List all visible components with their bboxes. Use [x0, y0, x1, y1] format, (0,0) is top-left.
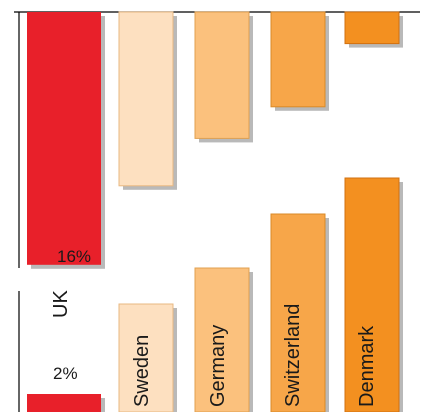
top-bar-germany [194, 11, 250, 139]
category-label-sweden: Sweden [131, 335, 153, 407]
category-label-switzerland: Switzerland [282, 304, 304, 407]
bottom-value-label-uk: 2% [53, 364, 78, 383]
category-label-denmark: Denmark [356, 325, 378, 407]
top-bar-switzerland [270, 11, 326, 108]
top-bar-sweden [118, 11, 174, 187]
category-label-uk: UK [50, 290, 72, 318]
category-label-germany: Germany [207, 325, 229, 407]
category-labels: UK Sweden Germany Switzerland Denmark [50, 290, 378, 407]
bottom-bar-denmark [344, 177, 400, 412]
top-panel-bars [27, 11, 403, 269]
top-bar-uk [27, 12, 101, 265]
bottom-bar-switzerland [270, 213, 326, 412]
bottom-bar-sweden [118, 303, 174, 412]
bottom-bar-germany [194, 267, 250, 412]
top-value-label-uk: 16% [57, 247, 91, 266]
bottom-bar-uk [27, 394, 101, 412]
value-labels: 16% 2% [53, 247, 91, 383]
top-bar-denmark [344, 11, 400, 45]
bottom-panel-bars [27, 177, 403, 412]
